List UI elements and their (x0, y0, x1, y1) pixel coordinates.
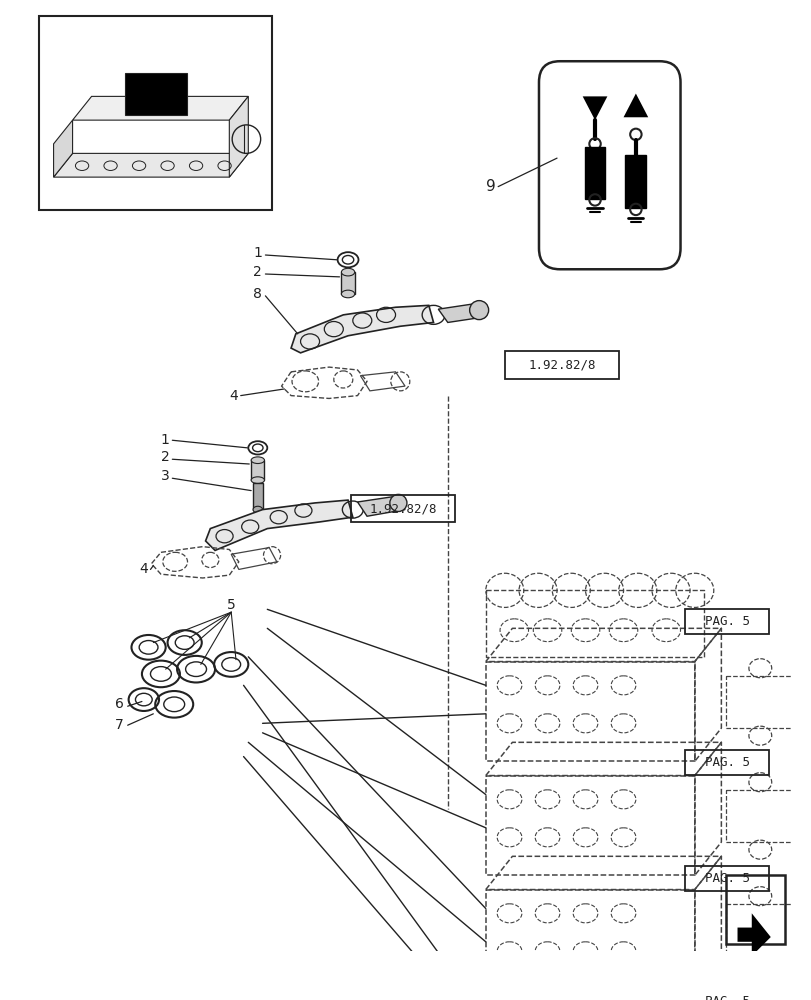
Bar (725, 875, 784, 944)
Bar (725, 790, 793, 842)
Text: 1.92.82/8: 1.92.82/8 (527, 359, 594, 372)
Polygon shape (623, 94, 647, 117)
Bar (684, 750, 768, 775)
Polygon shape (736, 913, 770, 956)
Polygon shape (54, 120, 72, 177)
Polygon shape (438, 303, 485, 322)
Text: PAG. 5: PAG. 5 (704, 995, 749, 1000)
Polygon shape (229, 96, 248, 177)
Polygon shape (54, 153, 248, 177)
Text: 4: 4 (229, 389, 238, 403)
Bar (725, 676, 793, 728)
Ellipse shape (251, 477, 264, 483)
Text: PAG. 5: PAG. 5 (704, 615, 749, 628)
Polygon shape (624, 155, 646, 208)
Bar (684, 866, 768, 891)
Text: 5: 5 (227, 598, 236, 612)
Text: 2: 2 (161, 450, 169, 464)
Polygon shape (357, 496, 405, 516)
Bar (504, 351, 618, 379)
Polygon shape (253, 483, 262, 510)
Text: 4: 4 (139, 562, 148, 576)
Ellipse shape (389, 494, 406, 511)
Ellipse shape (253, 506, 262, 513)
Bar (725, 904, 793, 956)
Bar (39, 16, 272, 210)
Text: 3: 3 (161, 469, 169, 483)
Text: 9: 9 (485, 179, 495, 194)
Ellipse shape (469, 301, 488, 320)
Text: 6: 6 (115, 697, 124, 711)
Polygon shape (205, 500, 352, 550)
Polygon shape (72, 96, 248, 120)
Polygon shape (125, 73, 187, 115)
Text: PAG. 5: PAG. 5 (704, 756, 749, 769)
Bar (350, 495, 455, 522)
Polygon shape (341, 272, 354, 294)
Text: 1: 1 (253, 246, 262, 260)
Ellipse shape (341, 268, 354, 276)
Polygon shape (582, 96, 607, 120)
Polygon shape (290, 305, 433, 353)
Ellipse shape (341, 290, 354, 298)
Text: PAG. 5: PAG. 5 (704, 872, 749, 885)
Bar (684, 989, 768, 1000)
Polygon shape (584, 147, 605, 199)
Text: 1: 1 (161, 433, 169, 447)
Text: 7: 7 (115, 718, 124, 732)
Text: 2: 2 (253, 265, 261, 279)
Text: 8: 8 (253, 287, 262, 301)
Polygon shape (251, 460, 264, 480)
Bar (684, 609, 768, 634)
Ellipse shape (251, 457, 264, 464)
Text: 1.92.82/8: 1.92.82/8 (369, 502, 436, 515)
